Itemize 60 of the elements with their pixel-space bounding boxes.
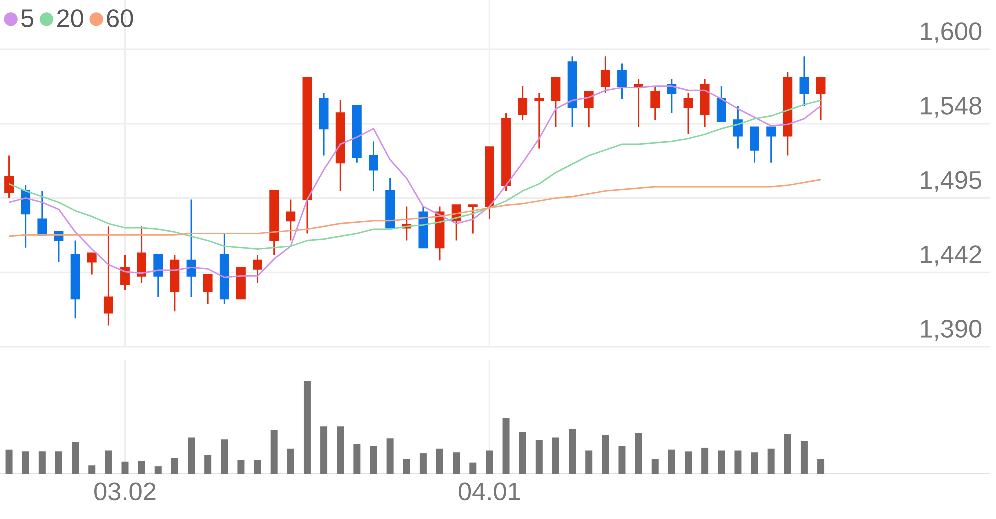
bar xyxy=(470,462,477,474)
bar xyxy=(386,438,394,474)
bar xyxy=(751,452,758,474)
y-tick-label: 1,548 xyxy=(921,96,982,118)
bar xyxy=(6,450,13,474)
bar xyxy=(221,440,228,474)
bar xyxy=(668,450,676,474)
bar xyxy=(768,448,775,474)
bar xyxy=(602,434,610,474)
bar xyxy=(287,448,294,474)
bar xyxy=(88,466,96,474)
bar xyxy=(702,448,709,474)
bar xyxy=(238,460,245,474)
bar xyxy=(734,450,742,474)
y-tick-label: 1,442 xyxy=(921,246,982,267)
bar xyxy=(519,432,526,474)
bar xyxy=(552,438,560,474)
bar xyxy=(270,430,278,474)
bar xyxy=(436,448,444,474)
bar xyxy=(453,452,460,474)
y-tick-label: 1,495 xyxy=(921,171,982,192)
bar xyxy=(55,452,62,474)
bar xyxy=(784,434,792,474)
bar xyxy=(502,418,510,474)
legend-label: 20 xyxy=(58,10,84,28)
x-tick-label: 04.01 xyxy=(458,482,520,501)
bar xyxy=(354,444,361,474)
bar xyxy=(337,426,344,474)
bar xyxy=(586,450,593,474)
bar xyxy=(618,446,626,474)
bar xyxy=(154,466,162,474)
y-tick-label: 1,600 xyxy=(921,22,982,44)
bar xyxy=(105,450,112,474)
bar xyxy=(304,381,311,474)
bar xyxy=(138,460,146,474)
bar xyxy=(320,426,328,474)
bar xyxy=(188,438,196,474)
bar xyxy=(22,452,30,474)
bar xyxy=(72,442,80,474)
bar xyxy=(122,462,129,474)
bar xyxy=(569,429,576,474)
y-tick-label: 1,390 xyxy=(921,320,982,341)
bar xyxy=(403,459,410,474)
bar xyxy=(718,450,726,474)
legend-label: 60 xyxy=(107,10,134,28)
bar xyxy=(254,460,262,474)
bar xyxy=(685,452,692,474)
bar xyxy=(652,459,659,474)
bar xyxy=(818,459,825,474)
bar xyxy=(171,458,178,474)
bar xyxy=(800,441,808,474)
x-tick-label: 03.02 xyxy=(94,482,156,501)
bar xyxy=(204,455,212,474)
bar xyxy=(536,440,543,474)
legend-label: 5 xyxy=(22,10,34,28)
bar xyxy=(420,454,427,474)
bar xyxy=(370,446,378,474)
bar xyxy=(38,452,46,474)
bar xyxy=(635,433,642,474)
bar xyxy=(486,450,494,474)
